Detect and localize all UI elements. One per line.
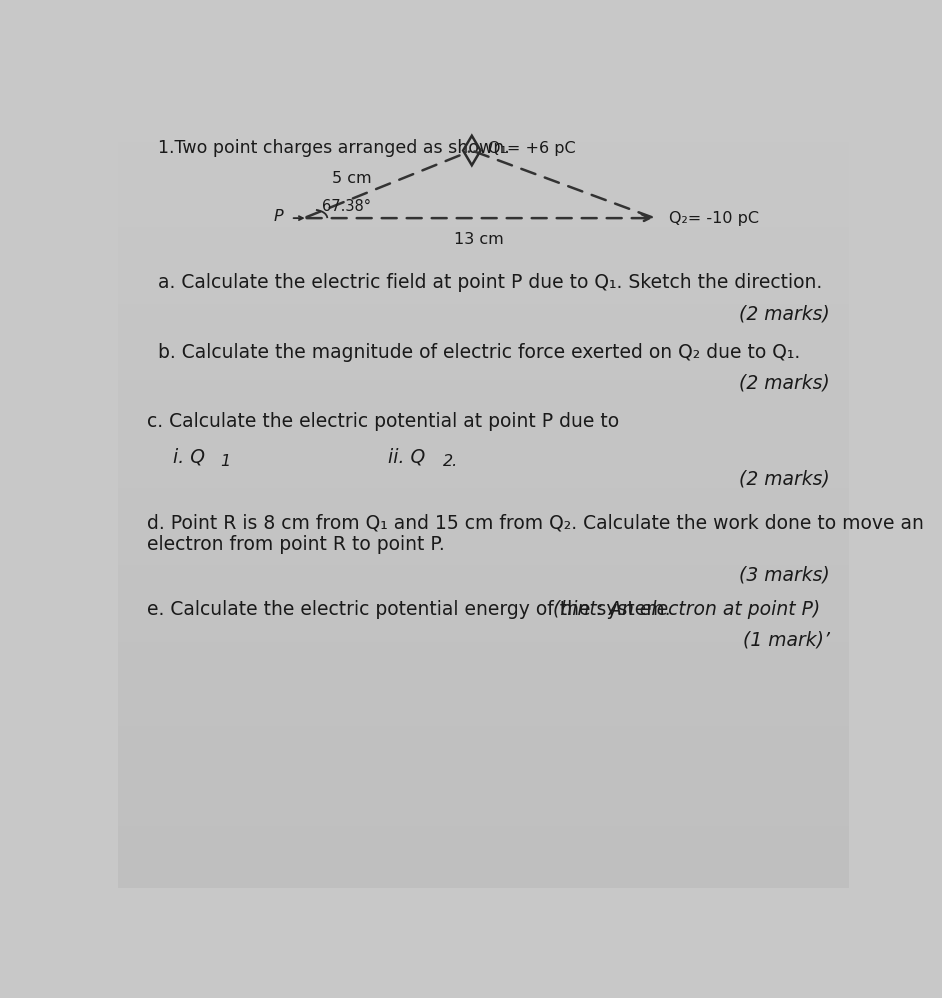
Text: (hint: An electron at point P): (hint: An electron at point P) <box>542 600 820 619</box>
Text: ii. Q: ii. Q <box>388 448 425 467</box>
Text: 1.Two point charges arranged as shown.: 1.Two point charges arranged as shown. <box>158 139 510 157</box>
Text: i. Q: i. Q <box>172 448 204 467</box>
Text: 67.38°: 67.38° <box>322 200 371 215</box>
Text: a. Calculate the electric field at point P due to Q₁. Sketch the direction.: a. Calculate the electric field at point… <box>158 273 822 292</box>
Text: 1: 1 <box>220 454 230 469</box>
Text: (2 marks): (2 marks) <box>739 469 830 488</box>
Text: c. Calculate the electric potential at point P due to: c. Calculate the electric potential at p… <box>147 412 619 431</box>
Text: b. Calculate the magnitude of electric force exerted on Q₂ due to Q₁.: b. Calculate the magnitude of electric f… <box>158 342 800 361</box>
Text: (1 mark)’: (1 mark)’ <box>742 631 830 650</box>
Text: (2 marks): (2 marks) <box>739 373 830 392</box>
Text: 13 cm: 13 cm <box>454 233 504 248</box>
Text: Q₁= +6 pC: Q₁= +6 pC <box>488 141 576 156</box>
Text: P: P <box>274 210 284 225</box>
Text: (3 marks): (3 marks) <box>739 566 830 585</box>
Text: 5 cm: 5 cm <box>332 171 371 186</box>
Text: 2.: 2. <box>443 454 458 469</box>
Text: d. Point R is 8 cm from Q₁ and 15 cm from Q₂. Calculate the work done to move an: d. Point R is 8 cm from Q₁ and 15 cm fro… <box>147 513 924 554</box>
Text: Q₂= -10 pC: Q₂= -10 pC <box>669 211 759 226</box>
Text: e. Calculate the electric potential energy of the system.: e. Calculate the electric potential ener… <box>147 600 671 619</box>
Text: (2 marks): (2 marks) <box>739 304 830 323</box>
